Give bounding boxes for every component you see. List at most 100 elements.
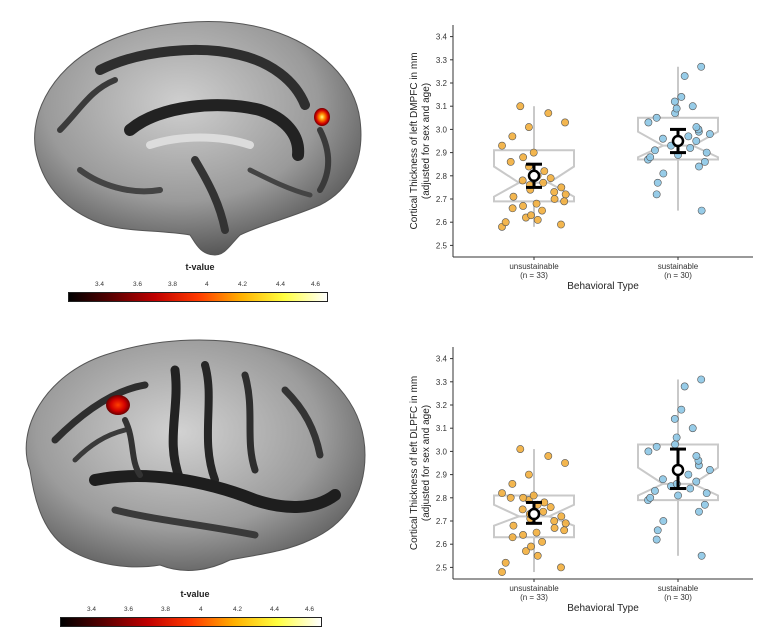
data-point [516, 445, 525, 453]
mean-marker [527, 507, 541, 521]
data-point [508, 204, 517, 213]
data-point [550, 195, 559, 203]
data-point [516, 102, 525, 111]
data-point [508, 132, 517, 141]
data-point [677, 93, 686, 101]
data-point [702, 489, 711, 498]
data-point [557, 563, 565, 572]
y-tick-label: 2.6 [436, 218, 448, 227]
data-point [659, 169, 668, 178]
colorbar-tick: 4 [199, 606, 203, 613]
data-point [688, 424, 697, 433]
y-tick-label: 2.5 [436, 563, 448, 572]
data-point [652, 442, 661, 451]
data-point [671, 440, 679, 449]
data-point [532, 528, 541, 537]
data-point [544, 109, 553, 118]
notched-box [637, 443, 719, 502]
data-point [644, 118, 653, 127]
notched-box [637, 116, 719, 161]
y-tick-label: 3.3 [436, 56, 448, 65]
data-point [533, 215, 542, 224]
data-point [533, 551, 542, 560]
data-point [646, 153, 655, 162]
data-point [557, 220, 565, 229]
dmpfc-thickness-chart: 2.5 2.6 2.7 2.8 2.9 3.0 3.1 3.2 3.3 3.4 Cortical T… [409, 25, 753, 292]
data-point [560, 197, 569, 206]
data-point [498, 489, 506, 498]
y-tick-label: 2.7 [436, 195, 448, 204]
data-point [697, 206, 706, 215]
data-point [538, 206, 546, 215]
y-axis-label: (adjusted for sex and age) [421, 83, 432, 199]
x-axis-label: Behavioral Type [567, 603, 639, 614]
brain-medial-view [34, 21, 362, 256]
data-point [692, 452, 701, 460]
data-point [532, 199, 541, 208]
colorbar-tick: 3.8 [161, 606, 171, 613]
data-point [509, 192, 518, 201]
data-point [695, 507, 703, 516]
data-point [695, 162, 703, 171]
data-point [550, 524, 559, 532]
data-point [700, 500, 709, 509]
data-point [527, 542, 535, 551]
data-point [529, 491, 538, 500]
data-point [680, 72, 689, 80]
colorbar-tick: 3.6 [133, 281, 143, 288]
data-point [653, 178, 662, 187]
data-point [686, 484, 695, 493]
brain-lateral-view [25, 339, 366, 571]
data-point [659, 475, 667, 484]
data-point [705, 130, 714, 138]
data-point [539, 178, 548, 187]
y-tick-label: 2.6 [436, 540, 448, 549]
data-point [546, 503, 555, 511]
data-point [524, 123, 533, 131]
data-point [700, 157, 709, 166]
data-point [672, 104, 681, 113]
data-point [670, 415, 679, 423]
data-point [519, 531, 527, 539]
colorbar-tick: 4.4 [270, 606, 280, 613]
data-point [561, 459, 569, 467]
data-point [501, 558, 510, 567]
activation-blob [314, 108, 330, 126]
colorbar [68, 292, 328, 302]
colorbar-tick: 4 [205, 281, 209, 288]
data-point [519, 202, 527, 210]
data-point [519, 493, 528, 502]
data-point [644, 447, 653, 456]
data-point [686, 144, 695, 152]
data-point [653, 526, 662, 535]
colorbar-tick: 4.6 [311, 281, 321, 288]
y-tick-label: 3.1 [436, 102, 448, 111]
mean-marker [527, 169, 541, 183]
y-axis-label: Cortical Thickness of left DLPFC in mm [409, 376, 420, 550]
data-point [652, 113, 661, 122]
data-point [692, 123, 701, 131]
y-tick-label: 2.9 [436, 149, 448, 158]
category-label: unsustainable [509, 584, 559, 593]
data-point [652, 190, 661, 199]
data-point [659, 134, 667, 143]
y-axis-label: Cortical Thickness of left DMPFC in mm [409, 52, 420, 229]
notched-box [493, 149, 575, 203]
notched-box [493, 494, 575, 539]
y-tick-label: 3.3 [436, 378, 448, 387]
colorbar-tick: 3.4 [95, 281, 105, 288]
y-tick-label: 3.4 [436, 355, 448, 364]
category-label: unsustainable [509, 262, 559, 271]
data-point [538, 537, 546, 546]
y-tick-label: 2.8 [436, 494, 448, 503]
dlpfc-thickness-chart: 2.5 2.6 2.7 2.8 2.9 3.0 3.1 3.2 3.3 3.4 Cortical T… [409, 347, 753, 614]
data-point [692, 477, 701, 486]
category-n-label: (n = 30) [664, 593, 692, 602]
data-point [550, 517, 559, 525]
y-tick-label: 2.7 [436, 517, 448, 526]
data-point [508, 479, 517, 488]
y-tick-label: 3.0 [436, 125, 448, 134]
category-n-label: (n = 33) [520, 271, 548, 280]
x-axis-label: Behavioral Type [567, 281, 639, 292]
y-tick-label: 3.1 [436, 424, 448, 433]
